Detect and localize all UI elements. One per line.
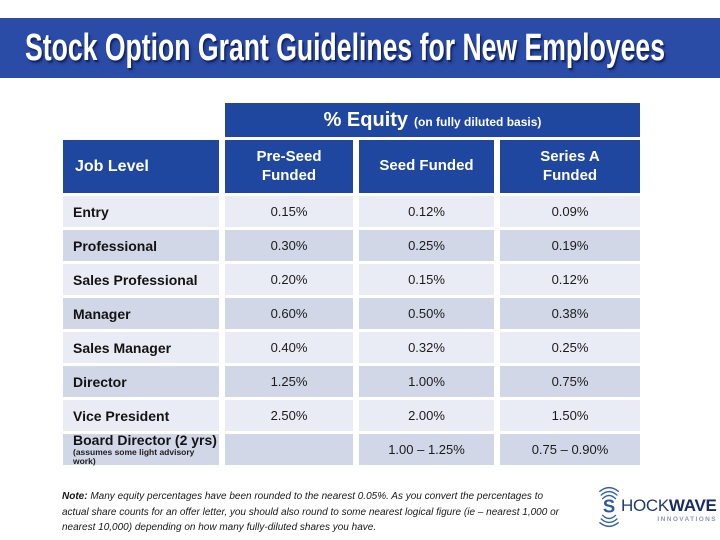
value-cell: 0.30% xyxy=(225,230,353,261)
value-cell: 1.50% xyxy=(500,400,640,431)
job-label-manager: Manager xyxy=(63,298,219,329)
job-label-director: Director xyxy=(63,366,219,397)
footnote-line2: actual share counts for an offer letter,… xyxy=(62,506,559,518)
job-label-vice-president: Vice President xyxy=(63,400,219,431)
equity-banner: % Equity (on fully diluted basis) xyxy=(225,103,640,137)
logo-s-letter: S xyxy=(603,496,615,517)
value-cell: 0.15% xyxy=(225,196,353,227)
job-label-board-director-note: (assumes some light advisory work) xyxy=(73,447,195,467)
value-cell: 1.25% xyxy=(225,366,353,397)
job-label-sales-professional: Sales Professional xyxy=(63,264,219,295)
value-cell: 0.25% xyxy=(359,230,494,261)
equity-banner-subtitle: (on fully diluted basis) xyxy=(414,115,542,129)
value-cell: 0.09% xyxy=(500,196,640,227)
value-cell: 0.12% xyxy=(500,264,640,295)
value-cell: 2.50% xyxy=(225,400,353,431)
logo-wordmark: HOCKWAVE xyxy=(621,496,717,516)
value-cell: 0.25% xyxy=(500,332,640,363)
job-label-entry: Entry xyxy=(63,196,219,227)
value-cell: 0.12% xyxy=(359,196,494,227)
column-header-job-level: Job Level xyxy=(63,140,219,193)
column-header-pre-seed: Pre-Seed Funded xyxy=(225,140,353,193)
value-cell: 1.00 – 1.25% xyxy=(359,434,494,465)
value-cell-empty xyxy=(225,434,353,465)
value-cell: 0.50% xyxy=(359,298,494,329)
footnote-prefix: Note: xyxy=(62,491,88,502)
job-label-professional: Professional xyxy=(63,230,219,261)
value-cell: 0.32% xyxy=(359,332,494,363)
column-header-seed: Seed Funded xyxy=(359,140,494,193)
value-cell: 2.00% xyxy=(359,400,494,431)
logo-subtitle: INNOVATIONS xyxy=(657,516,717,523)
value-cell: 1.00% xyxy=(359,366,494,397)
logo-text-wave: WAVE xyxy=(668,496,717,515)
equity-banner-title: % Equity xyxy=(323,108,409,131)
logo-text-hock: HOCK xyxy=(621,496,669,515)
value-cell: 0.38% xyxy=(500,298,640,329)
value-cell: 0.75% xyxy=(500,366,640,397)
job-label-board-director: Board Director (2 yrs) (assumes some lig… xyxy=(63,431,219,467)
value-cell: 0.15% xyxy=(359,264,494,295)
title-bar: Stock Option Grant Guidelines for New Em… xyxy=(0,18,720,78)
value-cell: 0.75 – 0.90% xyxy=(500,434,640,465)
footnote-line3: nearest 10,000) depending on how many fu… xyxy=(62,522,377,533)
job-label-board-director-title: Board Director (2 yrs) xyxy=(73,431,217,448)
job-label-sales-manager: Sales Manager xyxy=(63,332,219,363)
equity-table: Job Level Pre-Seed Funded Seed Funded Se… xyxy=(63,140,640,467)
footnote: Note: Many equity percentages have been … xyxy=(62,489,559,536)
value-cell: 0.20% xyxy=(225,264,353,295)
shockwave-logo: S HOCKWAVE INNOVATIONS xyxy=(598,483,720,535)
value-cell: 0.19% xyxy=(500,230,640,261)
sonar-waves-icon: S xyxy=(599,486,619,528)
value-cell: 0.60% xyxy=(225,298,353,329)
column-header-series-a: Series A Funded xyxy=(500,140,640,193)
page-title: Stock Option Grant Guidelines for New Em… xyxy=(25,27,666,69)
footnote-line1: Many equity percentages have been rounde… xyxy=(87,491,544,502)
value-cell: 0.40% xyxy=(225,332,353,363)
